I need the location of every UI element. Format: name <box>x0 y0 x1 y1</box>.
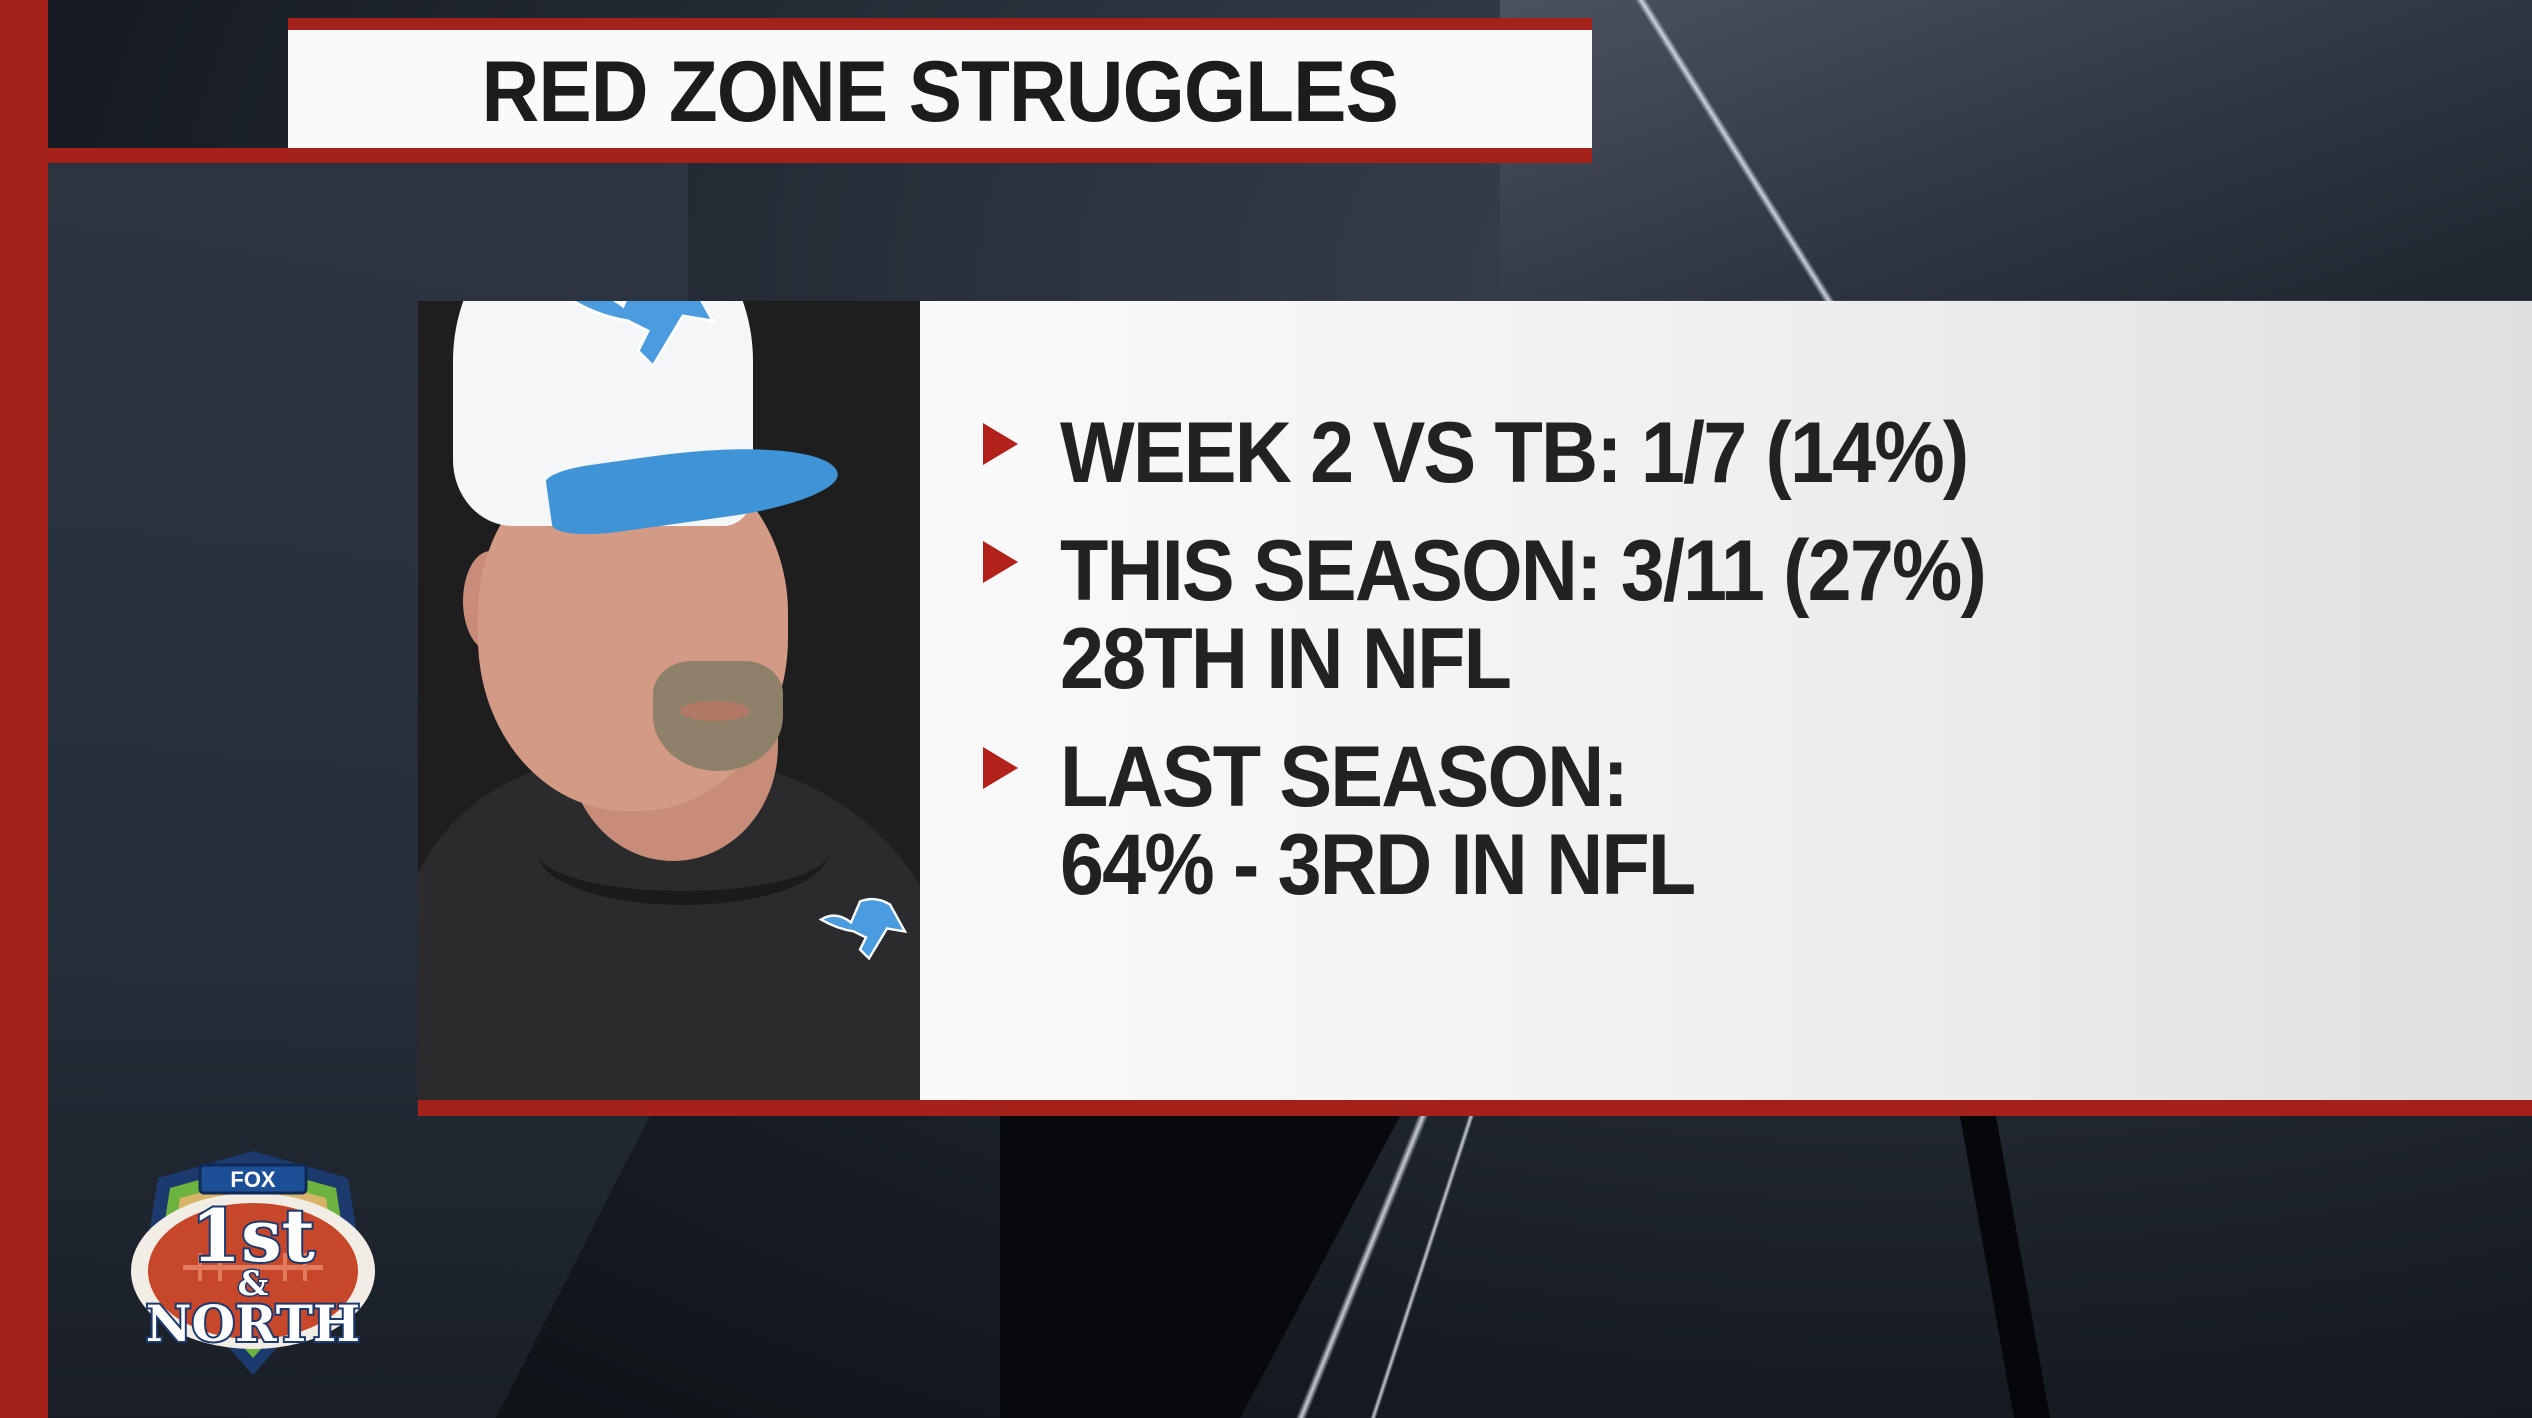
bullet-text: WEEK 2 VS TB: 1/7 (14%) <box>1060 405 1969 501</box>
left-accent-bar <box>0 0 48 1418</box>
play-arrow-icon <box>983 747 1018 789</box>
bullet-text: 28TH IN NFL <box>1060 611 1512 707</box>
svg-text:FOX: FOX <box>230 1167 276 1192</box>
bullet-item: THIS SEASON: 3/11 (27%) 28TH IN NFL <box>983 527 2065 703</box>
collar <box>538 801 828 905</box>
football-shield-icon: FOX 1st & NORTH <box>131 1151 375 1375</box>
stats-content: WEEK 2 VS TB: 1/7 (14%) THIS SEASON: 3/1… <box>920 301 2532 1100</box>
background-panel <box>1500 0 2532 300</box>
stats-panel: WEEK 2 VS TB: 1/7 (14%) THIS SEASON: 3/1… <box>418 301 2532 1100</box>
bullet-text: 64% - 3RD IN NFL <box>1060 817 1696 913</box>
svg-text:&: & <box>238 1264 269 1304</box>
bullet-item: LAST SEASON: 64% - 3RD IN NFL <box>983 733 2065 909</box>
svg-text:1st: 1st <box>191 1193 315 1278</box>
bullet-item: WEEK 2 VS TB: 1/7 (14%) <box>983 409 2065 497</box>
show-logo: FOX 1st & NORTH <box>128 1143 378 1380</box>
lion-logo-icon <box>568 301 718 387</box>
bullet-text: THIS SEASON: 3/11 (27%) <box>1060 523 1987 619</box>
bullet-text: LAST SEASON: <box>1060 729 1629 825</box>
page-title: RED ZONE STRUGGLES <box>481 43 1399 140</box>
background-shadow <box>1960 1116 2050 1418</box>
title-underline <box>48 148 1592 163</box>
play-arrow-icon <box>983 423 1018 465</box>
title-box: RED ZONE STRUGGLES <box>288 18 1592 148</box>
svg-text:NORTH: NORTH <box>146 1294 360 1353</box>
background-shadow <box>1000 1116 1400 1418</box>
bullet-list: WEEK 2 VS TB: 1/7 (14%) THIS SEASON: 3/1… <box>983 409 2065 939</box>
play-arrow-icon <box>983 541 1018 583</box>
coach-photo <box>418 301 920 1100</box>
panel-underline <box>418 1100 2532 1116</box>
mouth <box>680 701 750 721</box>
lion-logo-icon <box>818 891 908 978</box>
